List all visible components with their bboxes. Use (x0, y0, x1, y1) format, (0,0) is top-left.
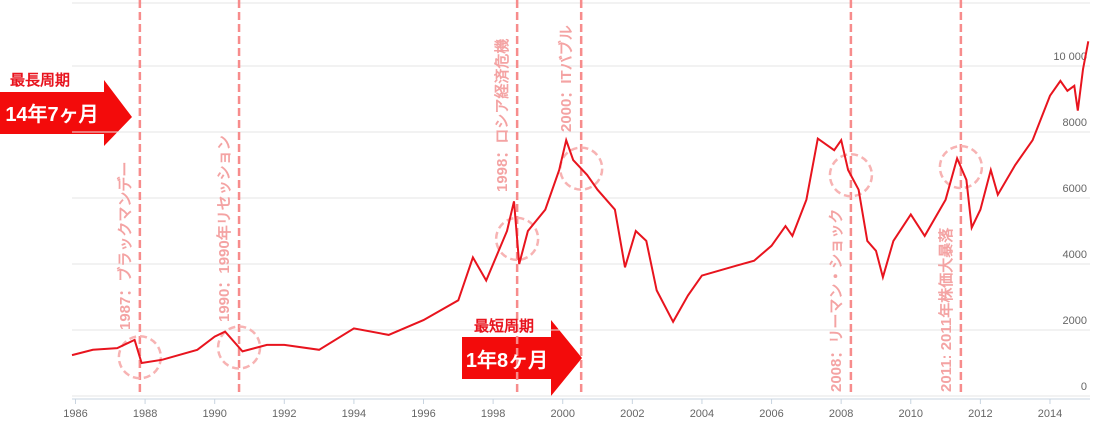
y-tick-label: 2000 (1063, 315, 1087, 327)
event-circle (494, 216, 540, 262)
x-tick-label: 2000 (550, 408, 574, 420)
event-circle (558, 146, 604, 191)
x-tick-label: 1986 (63, 408, 87, 420)
x-tick-label: 2004 (690, 408, 714, 420)
callout-text: 14年7ヶ月 (5, 102, 98, 126)
y-tick-label: 6000 (1063, 183, 1087, 195)
y-tick-label: 4000 (1063, 249, 1087, 261)
event-label: 2011: 2011年株価大暴落 (937, 227, 955, 392)
x-tick-label: 1990 (202, 408, 226, 420)
x-tick-label: 2012 (968, 408, 992, 420)
x-tick-label: 1996 (411, 408, 435, 420)
x-tick-label: 2006 (759, 408, 783, 420)
callout-arrow (462, 320, 582, 396)
event-circle (117, 334, 163, 380)
x-tick-label: 2010 (899, 408, 923, 420)
y-tick-label: 10 000 (1053, 51, 1087, 63)
event-label: 1998：ロシア経済危機 (493, 39, 511, 192)
callout-title: 最長周期 (10, 71, 70, 89)
event-label: 1987：ブラックマンデー (116, 162, 134, 330)
y-tick-label: 0 (1081, 381, 1087, 393)
x-tick-label: 2002 (620, 408, 644, 420)
event-label: 2008：リーマン・ショック (828, 209, 845, 392)
event-circle (938, 144, 984, 190)
x-tick-label: 2008 (829, 408, 853, 420)
x-tick-label: 1998 (481, 408, 505, 420)
x-tick-label: 1994 (342, 408, 366, 420)
x-tick-label: 1992 (272, 408, 296, 420)
event-label: 1990：1990年リセッション (215, 135, 233, 322)
callout-text: 1年8ヶ月 (466, 348, 548, 372)
line (71, 41, 1090, 365)
y-tick-label: 8000 (1063, 117, 1087, 129)
callout-arrow (0, 80, 132, 146)
callout-title: 最短周期 (474, 317, 534, 335)
event-circle (828, 152, 874, 198)
event-label: 2000：ITバブル (557, 25, 575, 132)
x-tick-label: 2014 (1038, 408, 1062, 420)
x-tick-label: 1988 (133, 408, 157, 420)
